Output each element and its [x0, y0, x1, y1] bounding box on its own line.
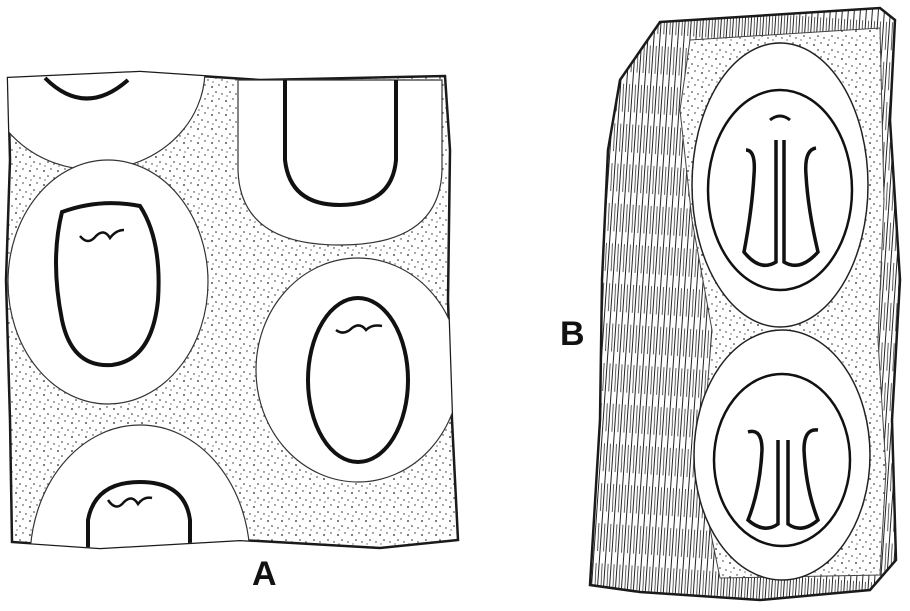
panel-a-cell-top-right — [237, 79, 443, 246]
cell-mark-right — [786, 428, 821, 530]
panel-b-label: B — [560, 315, 585, 353]
panel-a-label: A — [252, 555, 277, 593]
cell-mark-squiggle — [79, 228, 125, 243]
cell-mark-right — [782, 140, 820, 268]
panel-b-cell-lower — [693, 329, 871, 581]
panel-b-specimen: B — [560, 6, 902, 602]
panel-a-specimen: A — [4, 70, 460, 593]
panel-a-cell-bottom — [29, 424, 251, 548]
panel-a-cell-middle-right — [255, 257, 458, 483]
cell-mark-left — [745, 429, 780, 530]
panel-a-cell-middle-left — [7, 159, 209, 405]
cell-mark-left — [742, 140, 778, 268]
cell-mark-squiggle — [335, 324, 383, 334]
cell-mark-squiggle — [106, 496, 153, 508]
panel-b-cell-upper — [691, 42, 869, 328]
